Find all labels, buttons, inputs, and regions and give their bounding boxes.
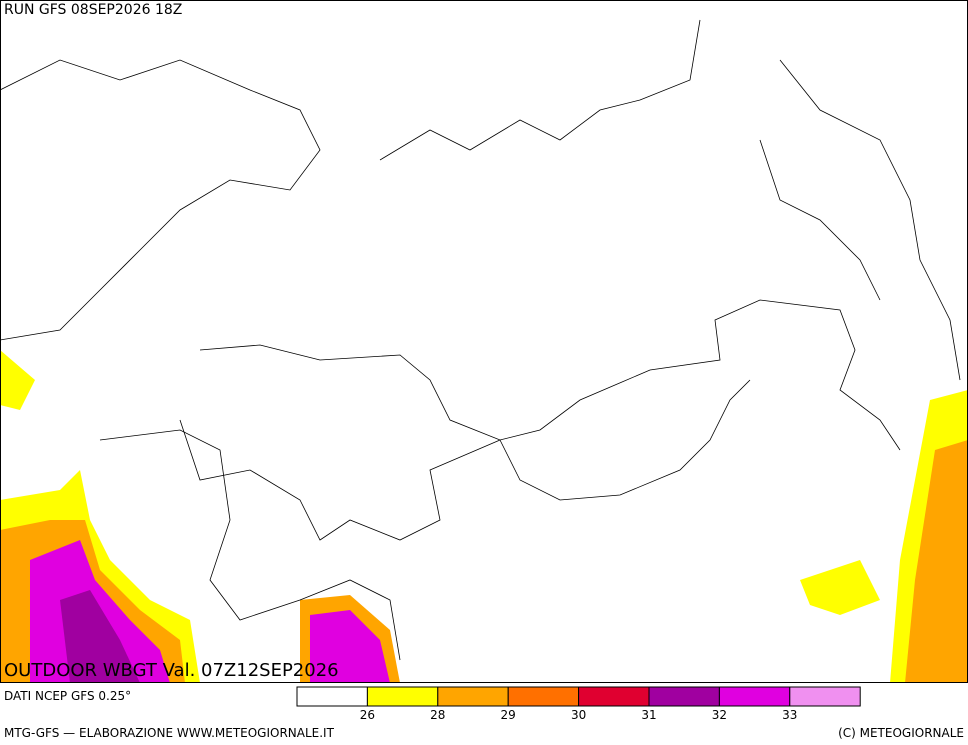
border	[379, 19, 701, 161]
map-background	[0, 0, 968, 683]
border	[99, 429, 401, 661]
legend-tick-label: 32	[712, 708, 727, 722]
legend-swatch	[789, 686, 861, 707]
border	[199, 299, 901, 451]
legend-swatch	[578, 686, 650, 707]
heat-area	[800, 560, 880, 615]
border	[779, 59, 961, 381]
heat-area	[905, 440, 968, 683]
legend-swatch	[648, 686, 720, 707]
legend-tick-label: 28	[430, 708, 445, 722]
legend-swatch	[718, 686, 791, 707]
legend-swatch	[296, 686, 368, 707]
heat-area	[310, 610, 390, 683]
legend-swatch	[507, 686, 580, 707]
map: RUN GFS 08SEP2026 18Z OUTDOOR WBGT Val. …	[0, 0, 968, 683]
legend-tick-label: 30	[571, 708, 586, 722]
legend-tick-label: 33	[782, 708, 797, 722]
border	[0, 59, 321, 341]
run-label: RUN GFS 08SEP2026 18Z	[4, 2, 182, 18]
footer-right: (C) METEOGIORNALE	[838, 726, 964, 740]
legend-tick-label: 31	[641, 708, 656, 722]
legend-swatch	[437, 686, 509, 707]
legend-tick-label: 26	[360, 708, 375, 722]
border	[499, 379, 751, 501]
legend-swatch	[366, 686, 439, 707]
legend-tick-label: 29	[501, 708, 516, 722]
border	[179, 419, 501, 541]
heat-area	[0, 350, 35, 410]
heat-area	[60, 590, 140, 683]
footer-left: MTG-GFS — ELABORAZIONE WWW.METEOGIORNALE…	[4, 726, 335, 740]
map-title: OUTDOOR WBGT Val. 07Z12SEP2026	[4, 660, 339, 681]
border	[759, 139, 881, 301]
legend: 26 28 29 30 31 32 33	[296, 686, 861, 722]
source-label: DATI NCEP GFS 0.25°	[4, 689, 131, 703]
